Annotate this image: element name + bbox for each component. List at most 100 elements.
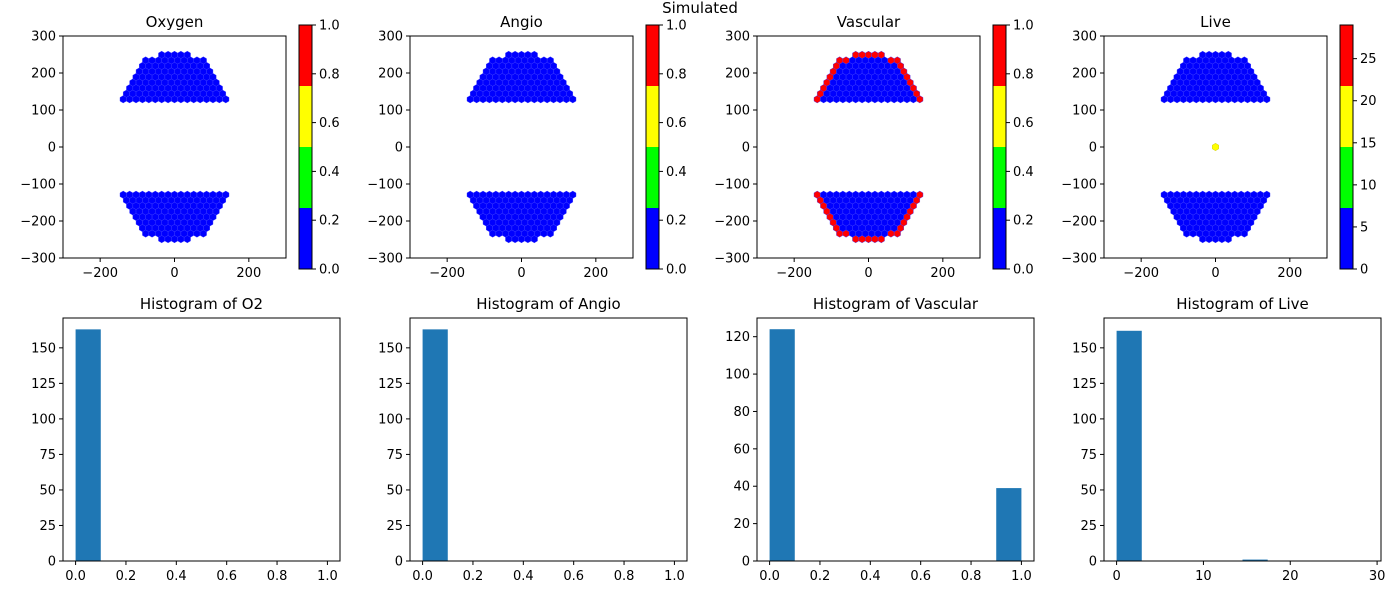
hex-cell: [562, 190, 570, 199]
histogram-bar: [996, 488, 1022, 561]
colorbar-tick-label: 0.2: [1013, 214, 1034, 229]
x-tick-label: 0.0: [412, 569, 433, 584]
y-tick-label: 100: [31, 104, 56, 119]
hex-cell: [826, 95, 834, 104]
x-tick-label: 0.0: [65, 569, 86, 584]
hex-cell: [473, 95, 481, 104]
colorbar-tick-label: 0.2: [666, 214, 687, 229]
colorbar-tick-label: 0.4: [666, 165, 687, 180]
hex-cell: [1173, 190, 1181, 199]
hex-cell: [884, 95, 892, 104]
x-tick-label: 1.0: [664, 569, 685, 584]
hex-cell: [865, 95, 872, 104]
colorbar-tick-label: 1.0: [666, 19, 687, 34]
hex-cell: [877, 95, 885, 104]
colorbar-segment: [1340, 208, 1353, 269]
y-tick-label: 25: [1080, 519, 1097, 534]
hex-cell: [1205, 190, 1213, 199]
hex-cell: [139, 190, 146, 199]
hex-cell: [903, 190, 911, 199]
colorbar-tick-label: 0: [1360, 263, 1368, 278]
colorbar-tick-label: 0.8: [666, 67, 687, 82]
hex-cell: [145, 190, 153, 199]
hex-cell: [183, 190, 191, 199]
y-tick-label: 300: [378, 30, 403, 45]
x-tick-label: 1.0: [317, 569, 338, 584]
colorbar-tick-label: 25: [1360, 52, 1377, 67]
y-tick-label: 300: [725, 30, 750, 45]
hex-cell: [916, 190, 924, 199]
colorbar-frame: [1339, 24, 1354, 270]
x-tick-label: 0.2: [810, 569, 831, 584]
hex-cell: [877, 190, 885, 199]
colorbar-segment: [1340, 86, 1353, 147]
colorbar-tick-label: 0.6: [666, 116, 687, 131]
hex-cell: [890, 95, 898, 104]
colorbar-segment: [993, 147, 1006, 208]
hex-cell: [209, 95, 217, 104]
x-tick-label: 0.2: [463, 569, 484, 584]
hex-cell: [518, 190, 525, 199]
histogram-title: Histogram of Vascular: [813, 295, 979, 313]
x-tick-label: 0.2: [116, 569, 137, 584]
y-tick-label: 25: [386, 519, 403, 534]
hex-cell: [498, 95, 506, 104]
colorbar-segment: [993, 208, 1006, 269]
colorbar-tick-label: 0.8: [319, 67, 340, 82]
hex-cell: [550, 95, 557, 104]
hex-cell: [177, 95, 185, 104]
hex-cell: [511, 95, 519, 104]
hex-cell: [543, 190, 551, 199]
colorbar-segment: [646, 147, 659, 208]
hex-cell: [1244, 95, 1251, 104]
y-tick-label: 75: [386, 448, 403, 463]
hex-cell: [196, 95, 204, 104]
hex-cell: [486, 190, 493, 199]
y-tick-label: 40: [733, 480, 750, 495]
hex-cell: [820, 95, 828, 104]
map-title: Live: [1200, 13, 1231, 31]
hex-cell: [1167, 95, 1175, 104]
x-tick-label: 0.4: [166, 569, 187, 584]
hex-cell: [562, 95, 570, 104]
colorbar-segment: [1340, 147, 1353, 208]
y-tick-label: 60: [733, 442, 750, 457]
y-tick-label: 200: [378, 67, 403, 82]
x-tick-label: 0.6: [216, 569, 237, 584]
x-tick-label: 200: [930, 266, 955, 281]
colorbar-segment: [1340, 25, 1353, 86]
hex-cell: [1180, 95, 1187, 104]
x-tick-label: −200: [82, 266, 118, 281]
hex-cell: [1218, 95, 1226, 104]
hex-cell: [890, 190, 898, 199]
hex-cell: [1199, 95, 1207, 104]
hex-cell: [1160, 95, 1168, 104]
y-tick-label: 0: [395, 555, 403, 570]
hex-cell: [492, 95, 500, 104]
x-tick-label: 0.0: [759, 569, 780, 584]
colorbar-tick-label: 0.0: [666, 263, 687, 278]
hex-cell: [1263, 95, 1271, 104]
hex-cell: [833, 95, 840, 104]
histogram-title: Histogram of Live: [1176, 295, 1308, 313]
y-tick-label: 300: [31, 30, 56, 45]
y-tick-label: −200: [367, 215, 403, 230]
hex-cell: [183, 95, 191, 104]
hex-cell: [479, 95, 487, 104]
y-tick-label: −100: [20, 178, 56, 193]
y-tick-label: 300: [1072, 30, 1097, 45]
y-tick-label: 0: [48, 141, 56, 156]
colorbar-tick-label: 1.0: [1013, 19, 1034, 34]
colorbar-tick-label: 0.4: [319, 165, 340, 180]
hex-cell: [151, 190, 159, 199]
hex-cell: [1212, 95, 1219, 104]
hex-cell: [119, 190, 127, 199]
x-tick-label: −200: [429, 266, 465, 281]
x-tick-label: 200: [583, 266, 608, 281]
y-tick-label: 50: [386, 483, 403, 498]
histogram-bar: [769, 329, 795, 561]
x-tick-label: 0: [1112, 569, 1120, 584]
x-tick-label: 0: [170, 266, 178, 281]
hex-cell: [909, 95, 917, 104]
y-tick-label: 100: [1072, 412, 1097, 427]
